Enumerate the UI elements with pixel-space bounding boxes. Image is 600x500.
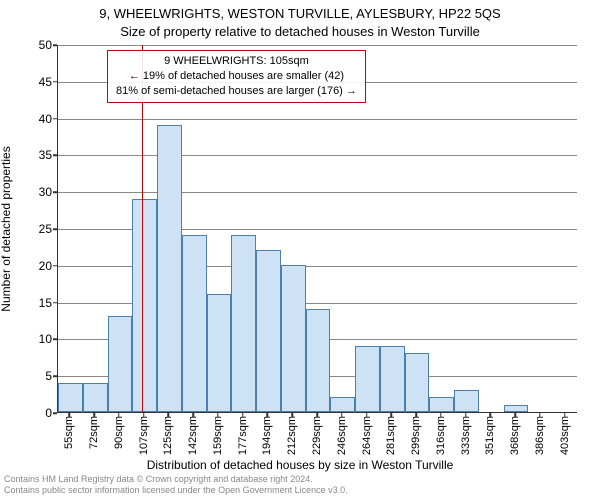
- x-axis-label: Distribution of detached houses by size …: [0, 458, 600, 472]
- histogram-bar: [504, 405, 529, 412]
- xtick-mark: [366, 413, 368, 417]
- xtick-mark: [465, 413, 467, 417]
- ytick-mark: [53, 412, 57, 414]
- ytick-mark: [53, 265, 57, 267]
- xtick-mark: [490, 413, 492, 417]
- ytick-label: 50: [22, 38, 52, 52]
- chart-title-sub: Size of property relative to detached ho…: [0, 24, 600, 39]
- xtick-mark: [341, 413, 343, 417]
- xtick-label: 281sqm: [385, 416, 397, 455]
- ytick-label: 35: [22, 148, 52, 162]
- ytick-mark: [53, 81, 57, 83]
- xtick-mark: [415, 413, 417, 417]
- xtick-mark: [291, 413, 293, 417]
- histogram-bar: [355, 346, 380, 412]
- histogram-bar: [306, 309, 331, 412]
- ytick-mark: [53, 155, 57, 157]
- xtick-mark: [217, 413, 219, 417]
- histogram-bar: [83, 383, 108, 412]
- xtick-mark: [514, 413, 516, 417]
- xtick-label: 264sqm: [361, 416, 373, 455]
- ytick-label: 25: [22, 222, 52, 236]
- xtick-mark: [143, 413, 145, 417]
- ytick-mark: [53, 339, 57, 341]
- ytick-mark: [53, 118, 57, 120]
- xtick-label: 386sqm: [534, 416, 546, 455]
- xtick-label: 212sqm: [286, 416, 298, 455]
- annotation-line-1: 9 WHEELWRIGHTS: 105sqm: [164, 55, 309, 67]
- ytick-mark: [53, 375, 57, 377]
- ytick-mark: [53, 191, 57, 193]
- histogram-bar: [405, 353, 430, 412]
- xtick-mark: [564, 413, 566, 417]
- xtick-label: 194sqm: [261, 416, 273, 455]
- gridline-h: [58, 192, 577, 193]
- xtick-mark: [391, 413, 393, 417]
- xtick-mark: [168, 413, 170, 417]
- y-axis-label: Number of detached properties: [0, 146, 13, 311]
- ytick-label: 15: [22, 296, 52, 310]
- ytick-label: 40: [22, 112, 52, 126]
- gridline-h: [58, 119, 577, 120]
- xtick-label: 333sqm: [460, 416, 472, 455]
- xtick-mark: [118, 413, 120, 417]
- chart-footnote: Contains HM Land Registry data © Crown c…: [4, 474, 348, 496]
- xtick-label: 72sqm: [88, 416, 100, 449]
- gridline-h: [58, 45, 577, 46]
- histogram-bar: [132, 199, 157, 412]
- histogram-bar: [182, 235, 207, 412]
- histogram-bar: [231, 235, 256, 412]
- xtick-mark: [93, 413, 95, 417]
- xtick-mark: [267, 413, 269, 417]
- xtick-mark: [316, 413, 318, 417]
- xtick-label: 316sqm: [435, 416, 447, 455]
- ytick-label: 0: [22, 406, 52, 420]
- histogram-bar: [454, 390, 479, 412]
- histogram-bar: [281, 265, 306, 412]
- ytick-mark: [53, 44, 57, 46]
- histogram-bar: [207, 294, 232, 412]
- annotation-line-3: 81% of semi-detached houses are larger (…: [116, 85, 357, 97]
- histogram-bar: [157, 125, 182, 412]
- gridline-h: [58, 155, 577, 156]
- xtick-label: 55sqm: [63, 416, 75, 449]
- chart-title-main: 9, WHEELWRIGHTS, WESTON TURVILLE, AYLESB…: [0, 6, 600, 21]
- ytick-label: 45: [22, 75, 52, 89]
- annotation-line-2: ← 19% of detached houses are smaller (42…: [129, 70, 344, 82]
- xtick-label: 299sqm: [410, 416, 422, 455]
- xtick-label: 403sqm: [559, 416, 571, 455]
- xtick-mark: [440, 413, 442, 417]
- xtick-label: 142sqm: [187, 416, 199, 455]
- xtick-label: 229sqm: [311, 416, 323, 455]
- ytick-mark: [53, 302, 57, 304]
- xtick-label: 246sqm: [336, 416, 348, 455]
- xtick-mark: [69, 413, 71, 417]
- xtick-label: 90sqm: [113, 416, 125, 449]
- xtick-mark: [539, 413, 541, 417]
- histogram-bar: [330, 397, 355, 412]
- histogram-bar: [58, 383, 83, 412]
- ytick-label: 20: [22, 259, 52, 273]
- footnote-line-1: Contains HM Land Registry data © Crown c…: [4, 474, 313, 484]
- ytick-label: 30: [22, 185, 52, 199]
- xtick-mark: [242, 413, 244, 417]
- ytick-label: 10: [22, 332, 52, 346]
- xtick-label: 351sqm: [484, 416, 496, 455]
- xtick-label: 125sqm: [162, 416, 174, 455]
- xtick-mark: [192, 413, 194, 417]
- xtick-label: 159sqm: [212, 416, 224, 455]
- ytick-label: 5: [22, 369, 52, 383]
- xtick-label: 368sqm: [509, 416, 521, 455]
- xtick-label: 177sqm: [237, 416, 249, 455]
- footnote-line-2: Contains public sector information licen…: [4, 485, 348, 495]
- histogram-bar: [429, 397, 454, 412]
- histogram-bar: [108, 316, 133, 412]
- histogram-bar: [380, 346, 405, 412]
- annotation-box: 9 WHEELWRIGHTS: 105sqm ← 19% of detached …: [107, 50, 366, 103]
- histogram-bar: [256, 250, 281, 412]
- xtick-label: 107sqm: [138, 416, 150, 455]
- ytick-mark: [53, 228, 57, 230]
